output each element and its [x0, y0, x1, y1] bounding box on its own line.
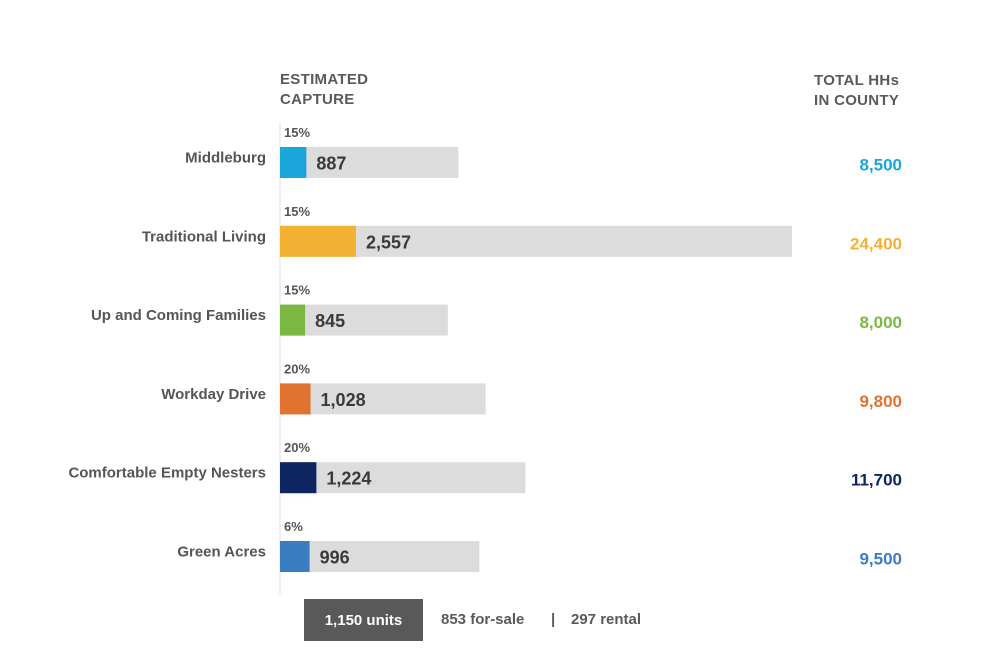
capture-value-label: 1,028: [321, 390, 366, 410]
total-households-bar: [280, 147, 459, 178]
category-label: Comfortable Empty Nesters: [68, 465, 266, 482]
capture-percent-label: 20%: [284, 440, 310, 455]
total-households-bar: [280, 304, 448, 336]
capture-value-label: 887: [316, 154, 346, 174]
category-label: Up and Coming Families: [91, 307, 266, 324]
capture-value-label: 996: [320, 548, 350, 568]
for-sale-units: 853 for-sale: [441, 611, 525, 628]
category-label: Middleburg: [185, 150, 266, 167]
capture-percent-label: 15%: [284, 283, 310, 298]
total-units-badge: 1,150 units: [304, 599, 423, 641]
total-households-bar: [280, 225, 792, 257]
capture-bar: [280, 541, 310, 572]
total-households-value: 24,400: [850, 234, 902, 253]
capture-header: ESTIMATED CAPTURE: [280, 71, 369, 108]
footer-separator: |: [551, 611, 556, 628]
capture-value-label: 2,557: [366, 232, 411, 252]
category-label: Traditional Living: [142, 228, 266, 245]
capture-bar: [280, 383, 311, 415]
rental-units: 297 rental: [571, 611, 642, 628]
capture-percent-label: 15%: [284, 125, 310, 140]
capture-bar: [280, 304, 306, 336]
capture-value-label: 1,224: [326, 469, 371, 489]
capture-percent-label: 15%: [284, 204, 310, 219]
capture-percent-label: 6%: [284, 519, 303, 534]
capture-value-label: 845: [315, 311, 345, 331]
category-label: Green Acres: [177, 544, 266, 561]
capture-percent-label: 20%: [284, 361, 310, 376]
total-households-bar: [280, 462, 526, 494]
capture-bar: [280, 147, 307, 178]
total-households-bar: [280, 541, 480, 572]
total-households-bar: [280, 383, 486, 415]
capture-bar: [280, 462, 317, 494]
total-households-value: 9,500: [859, 550, 902, 569]
total-households-value: 9,800: [859, 392, 902, 411]
total-households-value: 8,500: [859, 156, 902, 175]
total-households-value: 11,700: [851, 471, 902, 490]
total-households-value: 8,000: [859, 313, 902, 332]
capture-bar: [280, 225, 356, 257]
total-households-header: TOTAL HHs IN COUNTY: [814, 72, 900, 109]
category-label: Workday Drive: [161, 386, 266, 403]
